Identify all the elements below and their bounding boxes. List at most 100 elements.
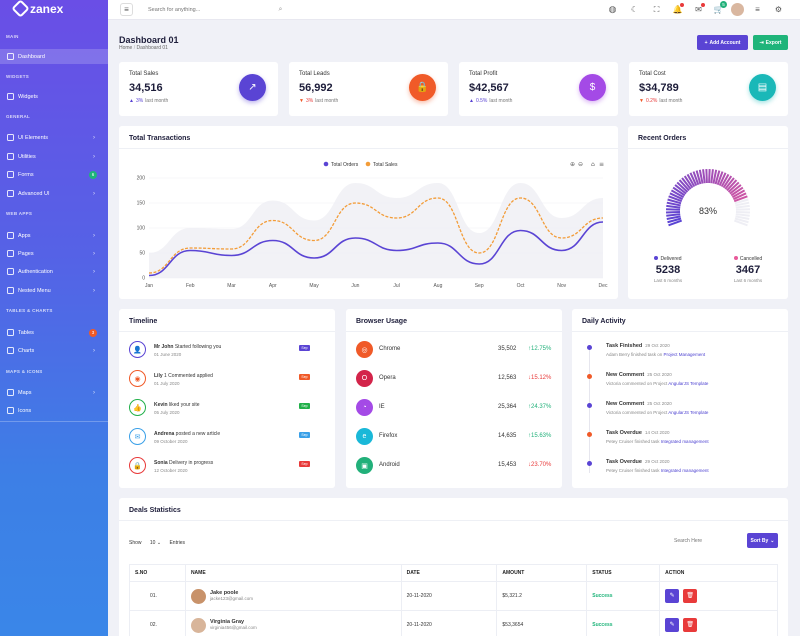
delete-icon[interactable]: 🗑 [683,618,698,632]
browser-change: ↑24.37% [528,404,551,410]
sidebar-item-nested-menu[interactable]: Nested Menu › [0,283,108,298]
add-account-button[interactable]: + Add Account [697,35,748,50]
x-tick-label: Mar [227,283,236,289]
delivered-value: 5238 [655,264,681,276]
section-widgets: WIDGETS [6,74,30,79]
gauge-tick [708,168,711,184]
name-block: Virginia Gray virginia456@gmail.com [210,619,257,631]
search-icon[interactable]: ⌕ [278,5,283,13]
breadcrumb-home[interactable]: Home [119,45,133,51]
sidebar-item-ui-elements[interactable]: UI Elements › [0,130,108,145]
sidebar-item-label: UI Elements [18,134,48,141]
sidebar-item-charts[interactable]: Charts › [0,343,108,358]
stat-label: Total Sales [129,71,159,77]
avatar[interactable] [731,3,744,16]
apps-icon [7,232,14,239]
timeline-action: 1 Commented applied [164,373,213,379]
activity-link[interactable]: Integrated management [660,468,709,473]
sidebar-item-maps[interactable]: Maps › [0,385,108,400]
zoom-out-icon[interactable]: ⊖ [578,161,583,168]
cell-amount: $53,3654 [496,610,588,636]
gauge-tick [705,168,708,184]
chevron-right-icon: › [93,287,95,294]
deals-search-input[interactable] [674,535,734,547]
arrow-down-icon: ▼ [639,98,644,104]
timeline-icon: ✉ [129,428,146,445]
browser-change: ↑12.75% [528,346,551,352]
fullscreen-icon[interactable]: ⛶ [653,4,660,14]
activity-line [589,345,590,473]
browser-change-value: 15.63% [531,433,552,439]
sidebar-item-widgets[interactable]: Widgets [0,89,108,104]
sidebar-item-authentication[interactable]: Authentication › [0,264,108,279]
gauge-tick [735,215,750,221]
gauge-tick [678,179,690,192]
sidebar-item-dashboard[interactable]: Dashboard [0,49,108,64]
settings-gear-icon[interactable]: ⚙ [774,5,783,14]
search-input[interactable] [148,3,288,16]
gauge-tick [676,181,689,193]
timeline-date: 01 June 2020 [154,352,182,357]
flag-us-icon[interactable]: ◍ [608,4,617,14]
plus-icon: + [704,39,708,46]
sidebar-item-utilities[interactable]: Utilities › [0,149,108,164]
browser-value: 25,364 [498,404,517,410]
sidebar-right-icon[interactable]: ≡ [755,5,760,14]
notification-bell-icon[interactable]: 🔔 [672,3,684,14]
cart-icon[interactable]: 🛒 5 [712,1,727,16]
menu-icon[interactable]: ≡ [599,161,604,168]
gauge-tick [666,204,681,209]
messages-icon[interactable]: ✉ [692,3,705,16]
sidebar-item-icons[interactable]: Icons [0,403,108,418]
sidebar-item-tables[interactable]: Tables 3 [0,325,108,340]
sidebar: zanex MAIN WIDGETS GENERAL WEB APPS TABL… [0,0,108,636]
activity-dot [587,374,592,379]
activity-link[interactable]: AngularJS Template [668,410,709,415]
zoom-in-icon[interactable]: ⊕ [570,161,575,168]
browser-value: 14,635 [498,433,517,439]
edit-icon[interactable]: ✎ [665,589,680,603]
arrow-up-icon: ↑ [528,433,531,439]
browser-name: Opera [379,375,396,381]
deal-name: Jake poole [209,590,239,596]
stat-change-value: 3% [305,98,314,104]
activity-title-text: Task Overdue [606,430,642,436]
entries-select[interactable]: 10 ⌄ [147,539,164,547]
stat-change-value: 3% [135,98,144,104]
stat-card-total-sales: Total Sales 34,516 ▲ 3% last month ↗ [119,62,278,116]
sidebar-item-label: Tables [18,329,34,336]
export-button[interactable]: ⇥ Export [753,35,788,50]
dark-mode-moon-icon[interactable]: ☾ [630,5,639,14]
delivered-block: Delivered 5238 Last 6 months [648,256,688,283]
sidebar-item-forms[interactable]: Forms 6 [0,167,108,182]
logo[interactable]: zanex [0,0,108,18]
stat-icon: ▤ [749,74,776,101]
browser-row: e Firefox 14,635 ↑15.63% [356,428,552,448]
home-icon[interactable]: ⌂ [591,161,595,168]
browser-change: ↑15.63% [528,433,551,439]
arrow-down-icon: ▼ [299,98,304,104]
delete-icon[interactable]: 🗑 [683,589,698,603]
browser-row: O Opera 12,563 ↓15.12% [356,370,552,390]
sidebar-item-pages[interactable]: Pages › [0,246,108,261]
sidebar-item-apps[interactable]: Apps › [0,228,108,243]
timeline-text: Mr John Started following you [154,344,221,350]
menu-toggle-icon[interactable]: ≡ [120,3,133,16]
stat-icon: ↗ [239,74,266,101]
arrow-up-icon: ↑ [528,404,531,410]
stat-value: $34,789 [639,82,679,94]
activity-link[interactable]: Project Management [663,352,706,357]
delivered-sub: Last 6 months [653,278,683,283]
sort-by-button[interactable]: Sort By ⌄ [747,533,778,548]
sidebar-item-advanced-ui[interactable]: Advanced UI › [0,186,108,201]
edit-icon[interactable]: ✎ [665,618,680,632]
activity-link[interactable]: Integrated management [660,439,709,444]
column-header: S.NO [129,564,186,582]
recent-orders-card: Recent Orders 83% Delivered 5238 Last 6 … [628,126,788,299]
activity-link[interactable]: AngularJS Template [668,381,709,386]
cell-action: ✎ 🗑 [659,581,778,611]
timeline-icon: ◉ [129,370,146,387]
gauge-tick [667,217,682,224]
activity-desc: Victoria commented on Project AngularJS … [606,381,708,386]
cancelled-label: Cancelled [739,256,763,262]
